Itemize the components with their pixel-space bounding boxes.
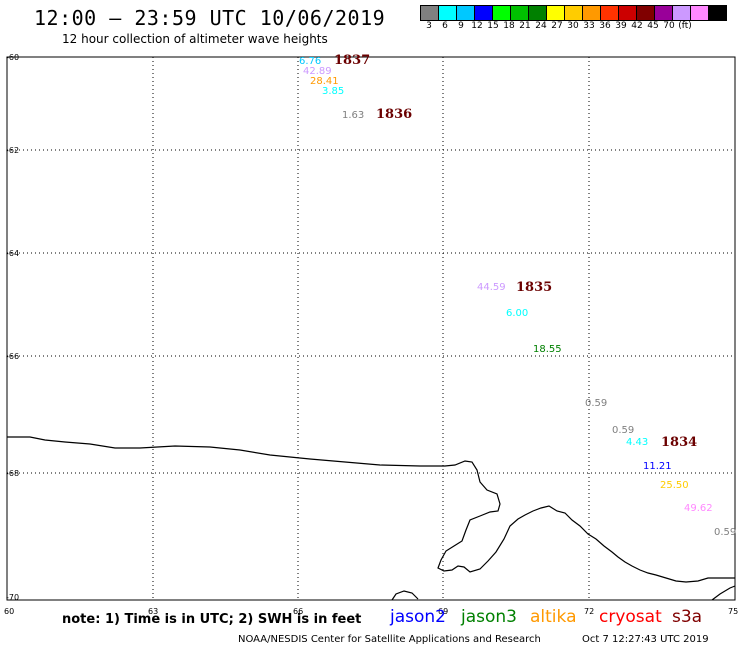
graticule xyxy=(7,57,735,600)
legend-label: 36 xyxy=(599,21,611,31)
legend-label: 12 xyxy=(471,21,483,31)
coastline-east xyxy=(711,585,736,601)
swh-value: 0.59 xyxy=(585,398,607,409)
swh-value: 18.55 xyxy=(533,344,562,355)
lat-label: -70 xyxy=(6,593,19,602)
coastline-bay xyxy=(391,590,419,601)
track-label: 1836 xyxy=(376,107,412,122)
lat-label: -64 xyxy=(6,249,19,258)
swh-value: 1.63 xyxy=(342,110,364,121)
generation-timestamp: Oct 7 12:27:43 UTC 2019 xyxy=(582,634,709,645)
lat-label: -60 xyxy=(6,53,19,62)
lat-label: -68 xyxy=(6,469,19,478)
legend-label: 33 xyxy=(583,21,595,31)
map-subtitle: 12 hour collection of altimeter wave hei… xyxy=(62,32,328,46)
map-title: 12:00 – 23:59 UTC 10/06/2019 xyxy=(34,6,386,30)
swh-value: 28.41 xyxy=(310,76,339,87)
swh-value: 6.76 xyxy=(299,56,321,67)
swh-value: 42.89 xyxy=(303,66,332,77)
satellite-cryosat: cryosat xyxy=(599,607,662,627)
legend-label: 30 xyxy=(567,21,579,31)
swh-value: 3.85 xyxy=(322,86,344,97)
legend-label: 15 xyxy=(487,21,499,31)
color-legend xyxy=(420,5,727,21)
lat-label: -62 xyxy=(6,146,19,155)
lon-label: 66 xyxy=(293,607,303,616)
swh-value: 44.59 xyxy=(477,282,506,293)
legend-label: 70 xyxy=(663,21,675,31)
footer-note: note: 1) Time is in UTC; 2) SWH is in fe… xyxy=(62,612,362,627)
legend-label: (ft) xyxy=(678,21,692,31)
legend-label: 3 xyxy=(426,21,432,31)
satellite-s3a: s3a xyxy=(672,607,703,627)
lon-label: 75 xyxy=(728,607,738,616)
legend-label: 24 xyxy=(535,21,547,31)
coastline xyxy=(7,436,735,583)
satellite-altika: altika xyxy=(530,607,577,627)
lat-label: -66 xyxy=(6,352,19,361)
swh-value: 0.59 xyxy=(612,425,634,436)
swh-value: 49.62 xyxy=(684,503,713,514)
swh-value: 0.59 xyxy=(714,527,736,538)
legend-label: 21 xyxy=(519,21,531,31)
lon-label: 60 xyxy=(4,607,14,616)
lon-label: 72 xyxy=(584,607,594,616)
legend-label: 18 xyxy=(503,21,515,31)
legend-label: 45 xyxy=(647,21,659,31)
track-label: 1835 xyxy=(516,280,552,295)
legend-label: 6 xyxy=(442,21,448,31)
legend-swatch xyxy=(708,5,727,21)
swh-value: 11.21 xyxy=(643,461,672,472)
legend-label: 27 xyxy=(551,21,563,31)
satellite-jason2: jason2 xyxy=(390,607,446,627)
legend-label: 9 xyxy=(458,21,464,31)
map-frame xyxy=(6,56,736,601)
track-label: 1837 xyxy=(334,53,370,68)
swh-value: 4.43 xyxy=(626,437,648,448)
color-legend-labels: 3 6 9 12 15 18 21 24 27 30 33 36 39 42 45 70 (ft) xyxy=(421,21,693,31)
lon-label: 69 xyxy=(438,607,448,616)
lon-label: 63 xyxy=(148,607,158,616)
track-label: 1834 xyxy=(661,435,697,450)
credit-line: NOAA/NESDIS Center for Satellite Applica… xyxy=(238,634,541,645)
legend-label: 42 xyxy=(631,21,643,31)
legend-label: 39 xyxy=(615,21,627,31)
swh-value: 25.50 xyxy=(660,480,689,491)
satellite-jason3: jason3 xyxy=(461,607,517,627)
swh-value: 6.00 xyxy=(506,308,528,319)
